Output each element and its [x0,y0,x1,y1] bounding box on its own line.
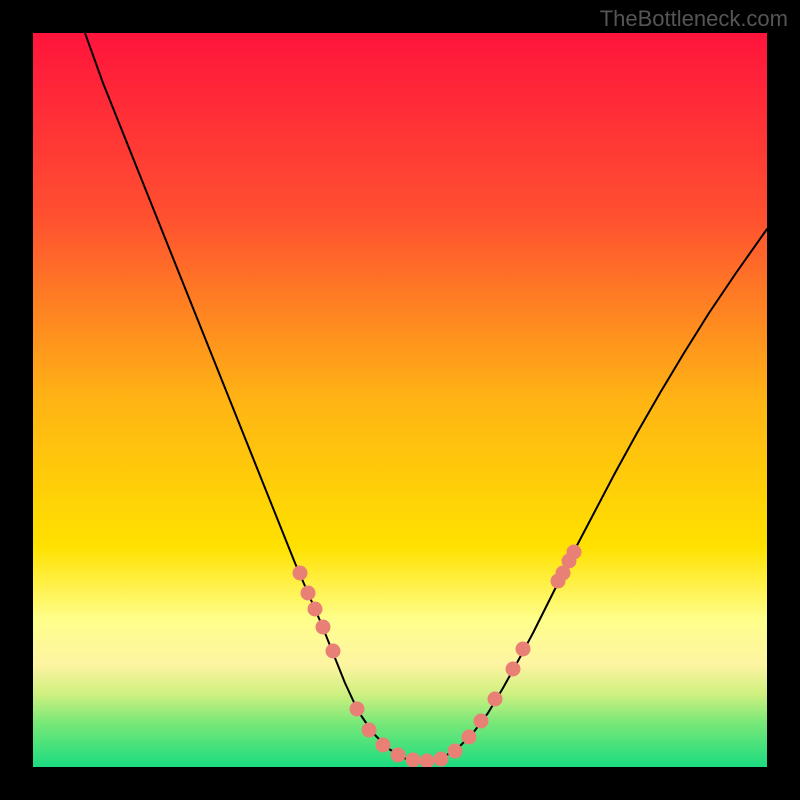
marker-point [567,545,581,559]
marker-point [376,738,390,752]
marker-point [516,642,530,656]
marker-point [301,586,315,600]
marker-point [448,744,462,758]
watermark: TheBottleneck.com [600,6,788,32]
marker-point [326,644,340,658]
marker-point [293,566,307,580]
marker-point [350,702,364,716]
marker-point [434,752,448,766]
marker-point [316,620,330,634]
marker-point [488,692,502,706]
bottleneck-curve [85,33,767,761]
marker-point [506,662,520,676]
marker-point [474,714,488,728]
marker-point [308,602,322,616]
curve-markers [293,545,581,767]
marker-point [462,730,476,744]
marker-point [420,754,434,767]
marker-point [362,723,376,737]
marker-point [391,748,405,762]
chart-overlay [33,33,767,767]
chart-area [33,33,767,767]
marker-point [406,753,420,767]
